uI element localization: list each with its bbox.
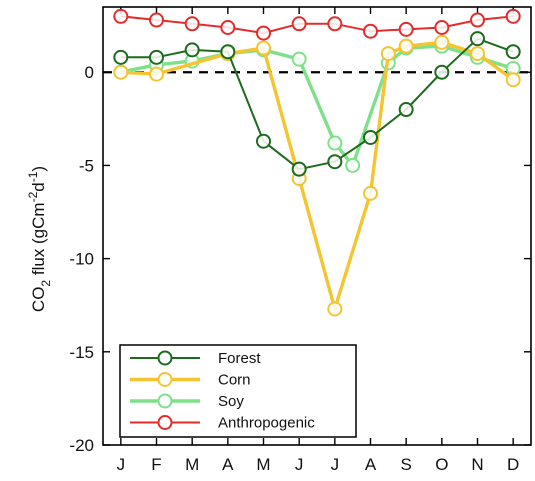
data-point-corn	[380, 46, 396, 62]
series-soy	[113, 38, 521, 173]
data-point-anthropogenic	[327, 16, 343, 32]
x-tick-label: J	[117, 455, 126, 474]
data-point-corn	[363, 185, 378, 201]
x-tick-label: J	[295, 455, 304, 474]
data-point-anthropogenic	[291, 16, 307, 32]
x-tick-label: F	[151, 455, 161, 474]
x-tick-label: D	[507, 455, 519, 474]
data-point-corn	[327, 301, 343, 317]
data-point-soy	[327, 135, 343, 151]
data-point-corn	[470, 46, 485, 62]
data-point-anthropogenic	[184, 16, 200, 32]
x-tick-label: M	[185, 455, 199, 474]
data-point-anthropogenic	[256, 25, 271, 41]
plot-area: 0 -5 -10 -15 -20 J F M A M J J A S O N D	[69, 6, 532, 474]
x-tick-label: A	[365, 455, 377, 474]
data-point-anthropogenic	[398, 21, 414, 37]
data-point-corn	[149, 66, 164, 82]
series-forest	[113, 31, 521, 177]
y-label-close: )	[29, 166, 48, 172]
y-label-sub: 2	[39, 280, 53, 287]
data-point-soy	[345, 157, 361, 173]
x-tick-label: O	[435, 455, 448, 474]
y-tick-label: 0	[85, 63, 94, 82]
legend-marker-corn	[157, 372, 173, 387]
data-point-forest	[398, 102, 414, 118]
plot-frame	[102, 6, 532, 446]
y-tick-label: -15	[69, 343, 94, 362]
data-point-anthropogenic	[505, 8, 521, 24]
y-label-d: d	[29, 182, 48, 191]
y-tick-label: -10	[69, 250, 94, 269]
x-tick-label: N	[471, 455, 483, 474]
data-point-corn	[398, 38, 414, 54]
data-point-anthropogenic	[434, 20, 450, 36]
data-point-forest	[327, 154, 343, 170]
data-point-anthropogenic	[470, 12, 485, 28]
data-point-corn	[256, 40, 271, 56]
data-point-forest	[184, 42, 200, 58]
legend-marker-soy	[157, 393, 173, 409]
data-point-forest	[470, 31, 485, 47]
y-tick-label: -5	[79, 156, 94, 175]
data-point-forest	[113, 49, 129, 65]
x-tick-label: S	[400, 455, 411, 474]
data-point-soy	[291, 51, 307, 67]
y-axis-label: CO2 flux (gCm-2d-1)	[26, 166, 53, 312]
data-point-anthropogenic	[113, 8, 129, 24]
data-point-corn	[434, 34, 450, 50]
data-point-corn	[505, 72, 521, 88]
legend-label-forest: Forest	[218, 350, 261, 367]
y-tick-label: -20	[69, 436, 94, 455]
legend-marker-anthropogenic	[157, 415, 173, 430]
data-point-forest	[505, 44, 521, 60]
legend-label-soy: Soy	[218, 393, 244, 410]
data-point-corn	[113, 64, 129, 80]
data-point-anthropogenic	[220, 20, 236, 36]
y-label-sup2: -1	[26, 171, 40, 182]
data-point-forest	[256, 133, 271, 149]
data-point-forest	[291, 161, 307, 177]
x-tick-label: M	[256, 455, 270, 474]
data-point-anthropogenic	[363, 23, 378, 39]
legend-label-anthropogenic: Anthropogenic	[218, 415, 315, 432]
x-tick-label: A	[222, 455, 234, 474]
legend-marker-forest	[157, 350, 173, 366]
y-label-main: CO	[29, 287, 48, 313]
y-label-sup1: -2	[26, 191, 40, 202]
data-point-forest	[363, 129, 378, 145]
x-tick-label: J	[331, 455, 340, 474]
legend-label-corn: Corn	[218, 372, 251, 389]
legend: Forest Corn Soy Anthropogenic	[119, 344, 357, 438]
data-point-anthropogenic	[149, 12, 164, 28]
series-line-soy	[120, 44, 514, 168]
y-label-mid: flux (gCm	[29, 202, 48, 279]
series-line-corn	[120, 40, 515, 311]
series-anthropogenic	[113, 8, 521, 41]
data-point-forest	[220, 44, 236, 60]
data-point-forest	[149, 49, 164, 65]
series-corn	[113, 34, 521, 317]
data-point-forest	[434, 64, 450, 80]
series-line-anthropogenic	[120, 15, 514, 35]
